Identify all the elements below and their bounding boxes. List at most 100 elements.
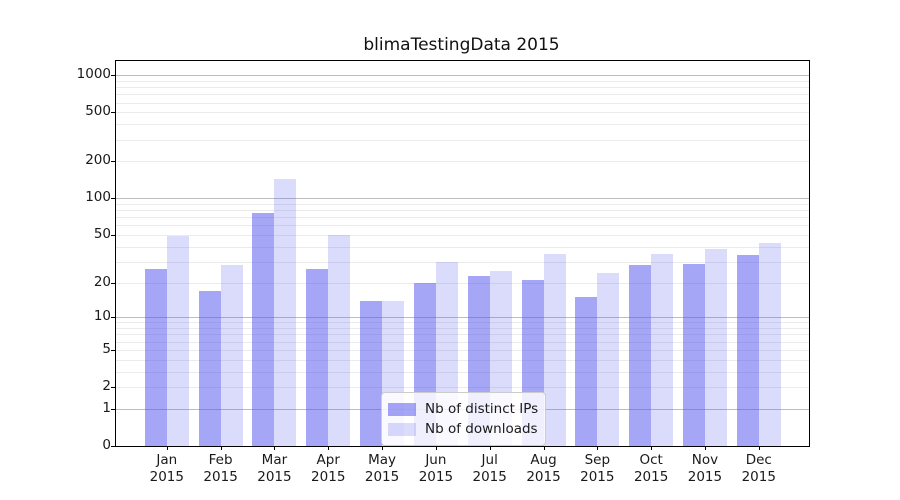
gridline bbox=[116, 112, 809, 114]
legend: Nb of distinct IPs Nb of downloads bbox=[381, 392, 546, 446]
y-tick-label: 200 bbox=[85, 152, 111, 169]
bar-downloads bbox=[543, 253, 566, 446]
gridline bbox=[116, 261, 809, 263]
bar-downloads bbox=[704, 249, 727, 446]
x-tick-label-jan: Jan 2015 bbox=[149, 452, 184, 485]
bar-distinct-ips bbox=[144, 269, 167, 446]
y-tick-label: 5 bbox=[102, 340, 111, 357]
y-axis-tick bbox=[111, 349, 116, 351]
bar-distinct-ips bbox=[575, 297, 598, 446]
bar-downloads bbox=[328, 235, 351, 446]
x-axis-tick bbox=[704, 446, 706, 450]
y-axis-tick bbox=[111, 282, 116, 284]
bar-distinct-ips bbox=[306, 269, 329, 446]
legend-row: Nb of downloads bbox=[388, 419, 538, 439]
x-tick-label-may: May 2015 bbox=[364, 452, 400, 485]
plot-area: 0 1 2 5 10 20 50 100 200 500 1000 Jan 2015 Feb 2015 Mar… bbox=[77, 60, 810, 485]
gridline bbox=[116, 139, 809, 141]
gridline bbox=[116, 94, 809, 96]
gridline bbox=[116, 322, 809, 324]
legend-swatch-downloads bbox=[388, 422, 416, 436]
y-tick-label: 100 bbox=[85, 189, 111, 206]
gridline bbox=[116, 203, 809, 205]
gridline bbox=[116, 334, 809, 336]
gridline bbox=[116, 359, 809, 361]
gridline bbox=[116, 102, 809, 104]
x-tick-label-aug: Aug 2015 bbox=[526, 452, 561, 485]
x-axis-tick bbox=[489, 446, 491, 450]
y-axis-tick bbox=[111, 317, 116, 319]
x-tick-label-dec: Dec 2015 bbox=[741, 452, 776, 485]
gridline bbox=[116, 341, 809, 343]
gridline bbox=[116, 87, 809, 89]
x-tick-label-apr: Apr 2015 bbox=[311, 452, 346, 485]
x-tick-label-feb: Feb 2015 bbox=[203, 452, 238, 485]
x-axis-tick bbox=[543, 446, 545, 450]
y-tick-label: 10 bbox=[93, 308, 111, 325]
x-axis-tick bbox=[597, 446, 599, 450]
bar-distinct-ips bbox=[682, 263, 705, 446]
gridline bbox=[116, 246, 809, 248]
gridline bbox=[116, 161, 809, 163]
y-axis-tick bbox=[111, 161, 116, 163]
y-tick-label: 0 bbox=[102, 437, 111, 453]
legend-swatch-distinct-ips bbox=[388, 402, 416, 416]
x-axis-tick bbox=[274, 446, 276, 450]
gridline bbox=[116, 225, 809, 227]
y-tick-label: 2 bbox=[102, 378, 111, 395]
x-axis-tick bbox=[651, 446, 653, 450]
gridline bbox=[116, 282, 809, 284]
gridline bbox=[116, 124, 809, 126]
y-axis-tick bbox=[111, 75, 116, 77]
y-axis-tick bbox=[111, 387, 116, 389]
bar-downloads bbox=[597, 273, 620, 446]
x-axis-tick bbox=[435, 446, 437, 450]
gridline bbox=[116, 317, 809, 319]
bar-distinct-ips bbox=[252, 212, 275, 446]
y-tick-label: 50 bbox=[93, 226, 111, 243]
gridline bbox=[116, 328, 809, 330]
y-tick-label: 500 bbox=[85, 103, 111, 120]
y-tick-label: 1000 bbox=[76, 66, 111, 83]
legend-row: Nb of distinct IPs bbox=[388, 399, 539, 419]
gridline bbox=[116, 80, 809, 82]
gridline bbox=[116, 217, 809, 219]
x-axis-tick bbox=[166, 446, 168, 450]
bar-downloads bbox=[274, 178, 297, 446]
gridline bbox=[116, 198, 809, 200]
x-tick-label-oct: Oct 2015 bbox=[633, 452, 669, 485]
y-axis-tick bbox=[111, 198, 116, 200]
x-axis-tick bbox=[758, 446, 760, 450]
bar-downloads bbox=[651, 253, 674, 446]
y-tick-label: 1 bbox=[102, 399, 111, 416]
x-tick-label-jul: Jul 2015 bbox=[472, 452, 507, 485]
x-tick-label-jun: Jun 2015 bbox=[418, 452, 454, 485]
bar-downloads bbox=[166, 236, 189, 446]
bar-distinct-ips bbox=[360, 300, 383, 446]
y-axis-tick bbox=[111, 235, 116, 237]
x-axis-tick bbox=[328, 446, 330, 450]
y-axis-tick bbox=[111, 408, 116, 410]
chart-title: blimaTestingData 2015 bbox=[363, 35, 560, 55]
legend-label: Nb of downloads bbox=[425, 421, 538, 437]
gridline bbox=[116, 387, 809, 389]
bar-distinct-ips bbox=[629, 265, 652, 446]
x-axis-tick bbox=[382, 446, 384, 450]
y-axis-tick bbox=[111, 446, 116, 447]
gridline bbox=[116, 349, 809, 351]
bar-downloads bbox=[220, 265, 243, 446]
gridline bbox=[116, 210, 809, 212]
x-tick-label-mar: Mar 2015 bbox=[257, 452, 292, 485]
legend-label: Nb of distinct IPs bbox=[425, 401, 539, 417]
bar-distinct-ips bbox=[736, 255, 759, 446]
gridline bbox=[116, 75, 809, 77]
gridline bbox=[116, 371, 809, 373]
y-axis-tick bbox=[111, 112, 116, 114]
bar-downloads bbox=[758, 243, 781, 446]
gridline bbox=[116, 235, 809, 237]
bar-distinct-ips bbox=[198, 290, 221, 446]
x-tick-label-nov: Nov 2015 bbox=[687, 452, 723, 485]
y-tick-label: 20 bbox=[93, 273, 111, 290]
x-axis-tick bbox=[220, 446, 222, 450]
